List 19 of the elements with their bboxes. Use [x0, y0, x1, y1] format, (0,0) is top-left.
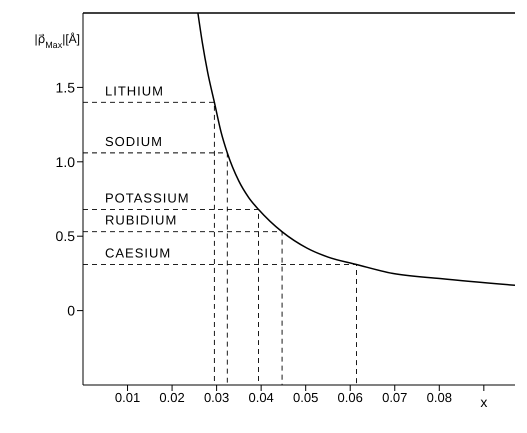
x-tick-label: 0.05	[293, 390, 318, 406]
series-label: RUBIDIUM	[105, 212, 178, 228]
x-tick-label: 0.01	[114, 390, 140, 406]
x-tick-label: 0.02	[159, 390, 185, 406]
series-label: SODIUM	[105, 134, 163, 149]
x-tick-label: 0.07	[382, 390, 408, 406]
series-label: POTASSIUM	[105, 190, 190, 206]
series-label: CAESIUM	[105, 245, 172, 260]
x-tick-label: 0.03	[204, 390, 230, 406]
x-tick-label: 0.06	[338, 390, 363, 406]
x-tick-label: 0.04	[248, 390, 274, 406]
y-tick-label: 0	[67, 302, 76, 319]
y-axis-title: |ρ⃗$_{Max}$|[Å]	[34, 32, 80, 50]
y-tick-label: 1.0	[56, 154, 76, 170]
x-tick-label: 0.08	[426, 390, 452, 406]
x-axis-title: x	[480, 394, 488, 410]
series-label: LITHIUM	[105, 83, 164, 98]
y-tick-label: 0.5	[56, 228, 76, 244]
y-tick-label: 1.5	[56, 79, 76, 96]
